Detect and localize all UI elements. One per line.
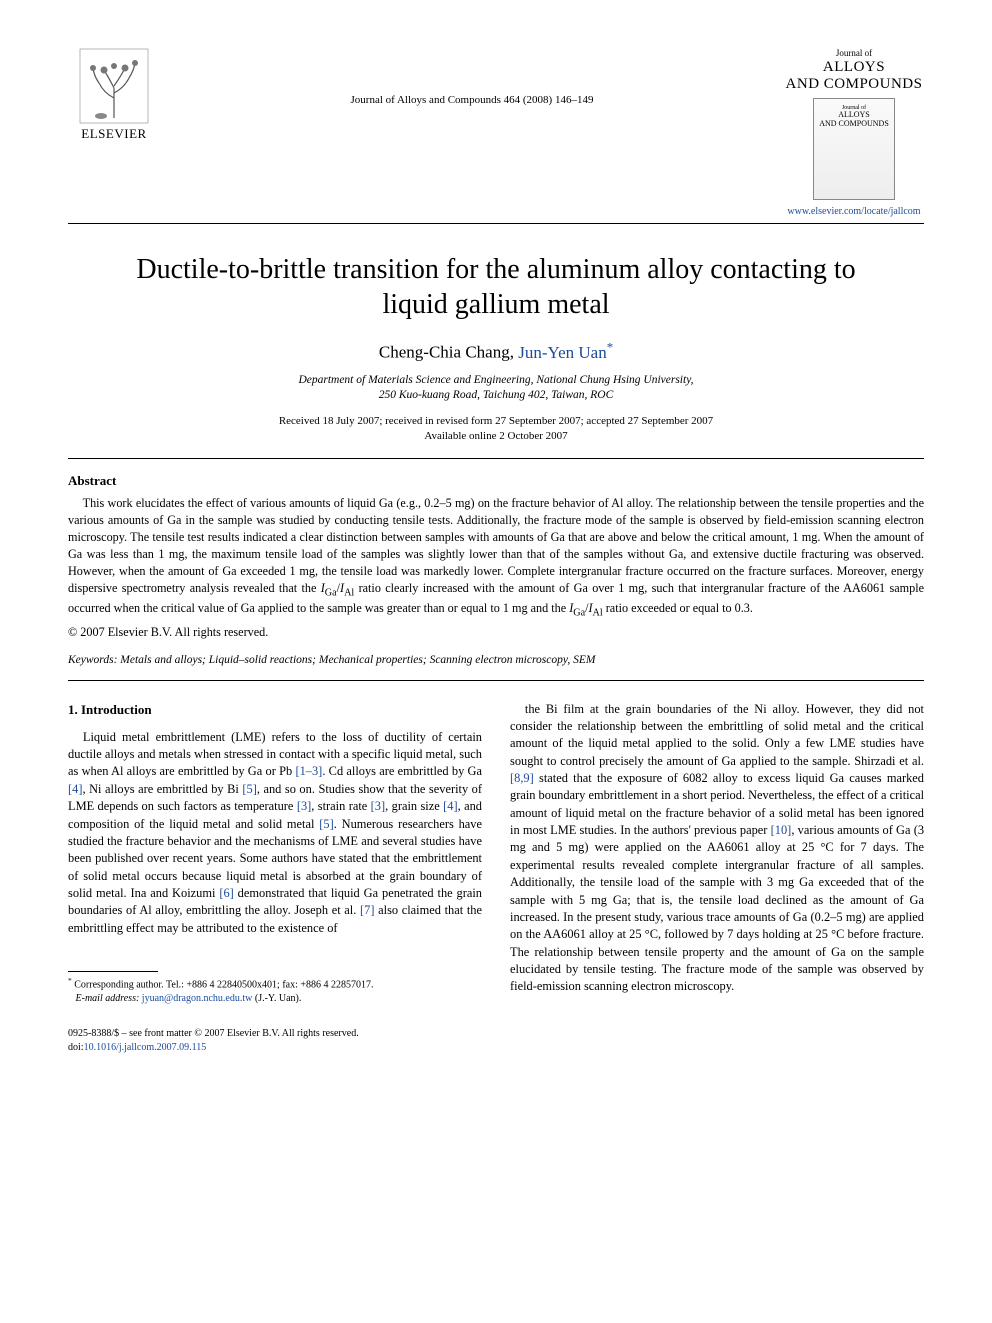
article-title: Ductile-to-brittle transition for the al…	[128, 252, 864, 322]
journal-brand-title: ALLOYS AND COMPOUNDS	[786, 59, 923, 92]
section-1-para-right: the Bi film at the grain boundaries of t…	[510, 701, 924, 996]
corresponding-email-link[interactable]: jyuan@dragon.nchu.edu.tw	[142, 993, 253, 1004]
citation-link[interactable]: [1–3]	[295, 764, 322, 778]
front-matter-line: 0925-8388/$ – see front matter © 2007 El…	[68, 1028, 359, 1039]
publisher-name: ELSEVIER	[81, 126, 146, 142]
keywords-text: Metals and alloys; Liquid–solid reaction…	[117, 654, 595, 666]
citation-link[interactable]: [5]	[319, 817, 333, 831]
column-right: the Bi film at the grain boundaries of t…	[510, 701, 924, 1055]
doi-link[interactable]: 10.1016/j.jallcom.2007.09.115	[84, 1042, 207, 1053]
journal-brand-pretitle: Journal of	[836, 48, 872, 58]
keywords-line: Keywords: Metals and alloys; Liquid–soli…	[68, 654, 924, 666]
abstract-body: This work elucidates the effect of vario…	[68, 495, 924, 620]
abstract-heading: Abstract	[68, 473, 924, 489]
journal-locate-url[interactable]: www.elsevier.com/locate/jallcom	[787, 206, 920, 217]
citation-link[interactable]: [4]	[68, 782, 82, 796]
footnote-mark-icon: *	[68, 976, 72, 985]
footer-block: 0925-8388/$ – see front matter © 2007 El…	[68, 1027, 482, 1054]
citation-link[interactable]: [10]	[771, 823, 792, 837]
column-left: 1. Introduction Liquid metal embrittleme…	[68, 701, 482, 1055]
email-label: E-mail address:	[76, 993, 140, 1004]
abstract-copyright: © 2007 Elsevier B.V. All rights reserved…	[68, 625, 924, 640]
pre-abstract-rule	[68, 458, 924, 459]
header-rule	[68, 223, 924, 224]
post-keywords-rule	[68, 680, 924, 681]
journal-brand-block: Journal of ALLOYS AND COMPOUNDS Journal …	[784, 48, 924, 217]
author-1: Cheng-Chia Chang	[379, 343, 510, 362]
journal-header: ELSEVIER Journal of Alloys and Compounds…	[68, 48, 924, 217]
citation-link[interactable]: [8,9]	[510, 771, 534, 785]
citation-link[interactable]: [7]	[360, 903, 374, 917]
authors-line: Cheng-Chia Chang, Jun-Yen Uan*	[68, 340, 924, 363]
author-2-corresponding[interactable]: Jun-Yen Uan*	[518, 343, 613, 362]
keywords-label: Keywords:	[68, 654, 117, 666]
journal-reference: Journal of Alloys and Compounds 464 (200…	[160, 48, 784, 106]
citation-link[interactable]: [4]	[443, 799, 457, 813]
elsevier-tree-icon	[79, 48, 149, 124]
citation-link[interactable]: [5]	[242, 782, 256, 796]
footnote-rule	[68, 971, 158, 972]
doi-label: doi:	[68, 1042, 84, 1053]
section-1-heading: 1. Introduction	[68, 701, 482, 719]
citation-link[interactable]: [6]	[219, 886, 233, 900]
corresponding-footnote: * Corresponding author. Tel.: +886 4 228…	[68, 976, 482, 1005]
body-columns: 1. Introduction Liquid metal embrittleme…	[68, 701, 924, 1055]
article-dates: Received 18 July 2007; received in revis…	[68, 414, 924, 445]
citation-link[interactable]: [3]	[297, 799, 311, 813]
affiliation: Department of Materials Science and Engi…	[68, 373, 924, 404]
section-1-para-left: Liquid metal embrittlement (LME) refers …	[68, 729, 482, 937]
publisher-block: ELSEVIER	[68, 48, 160, 142]
citation-link[interactable]: [3]	[371, 799, 385, 813]
corresponding-mark-icon: *	[607, 340, 613, 354]
journal-cover-thumb: Journal of ALLOYSAND COMPOUNDS	[813, 98, 895, 200]
